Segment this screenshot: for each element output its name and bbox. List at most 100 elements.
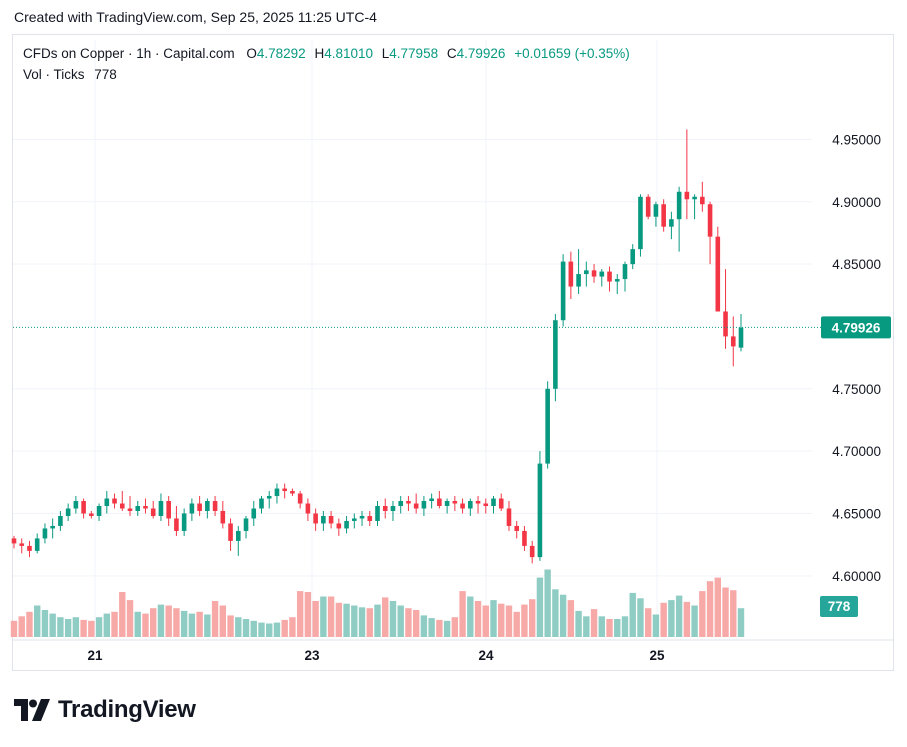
volume-bar — [235, 617, 242, 637]
candle-body — [645, 196, 651, 217]
candle-body — [96, 506, 102, 516]
open-label: O — [246, 46, 257, 61]
last-price-label: 4.79926 — [832, 320, 881, 335]
candle-body — [104, 498, 110, 506]
candle-body — [452, 501, 458, 504]
candle-body — [584, 270, 589, 275]
candle-body — [421, 501, 427, 509]
volume-bar — [575, 610, 582, 637]
candle-body — [305, 503, 311, 514]
grid-lines — [13, 40, 812, 640]
volume-bar — [227, 615, 234, 637]
candle-body — [475, 501, 481, 504]
volume-bar — [18, 616, 25, 637]
volume-bar — [590, 609, 598, 637]
volume-bars — [10, 569, 745, 637]
candle-body — [11, 538, 17, 544]
candle-body — [483, 503, 489, 506]
volume-bar — [675, 595, 683, 637]
candle-body — [235, 530, 241, 541]
volume-bar — [474, 601, 482, 637]
low-label: L — [381, 46, 390, 61]
volume-bar — [34, 605, 41, 637]
volume-bar — [41, 610, 49, 637]
time-tick-label: 24 — [478, 648, 494, 663]
volume-bar — [320, 596, 327, 637]
volume-bar — [490, 600, 497, 637]
volume-bar — [304, 592, 312, 637]
candle-body — [684, 191, 690, 200]
close-value: 4.79926 — [456, 46, 506, 61]
candle-body — [491, 498, 496, 506]
candle-body — [375, 506, 380, 521]
candle-body — [529, 545, 535, 558]
candle-body — [266, 496, 272, 499]
volume-bar — [598, 616, 605, 637]
price-tick-label: 4.60000 — [832, 569, 881, 584]
tradingview-logo-icon — [14, 699, 50, 721]
volume-bar — [250, 620, 257, 637]
last-price-badge — [821, 316, 891, 339]
candle-body — [158, 501, 164, 516]
chart-caption: Created with TradingView.com, Sep 25, 20… — [14, 9, 377, 25]
candle-body — [723, 311, 728, 337]
volume-bar — [374, 604, 381, 637]
candle-body — [119, 503, 125, 509]
time-tick-label: 21 — [87, 648, 103, 663]
volume-bar — [119, 592, 126, 637]
candle-body — [468, 501, 473, 509]
candle-body — [545, 388, 550, 464]
volume-bar — [459, 591, 466, 637]
candle-body — [19, 543, 25, 546]
candle-body — [607, 271, 612, 282]
chart-frame[interactable] — [12, 34, 894, 671]
volume-bar — [614, 619, 621, 637]
candle-body — [243, 518, 249, 531]
volume-bar — [513, 611, 520, 637]
candle-body — [42, 528, 48, 539]
candle-body — [738, 327, 744, 348]
volume-bar — [188, 613, 196, 637]
volume-bar — [281, 619, 288, 637]
candle-body — [560, 261, 566, 321]
volume-bar — [173, 608, 180, 637]
time-axis: 21 23 24 25 — [13, 639, 893, 663]
volume-bar — [134, 611, 141, 637]
candle-body — [259, 498, 264, 509]
candle-body — [599, 271, 605, 277]
volume-bar — [652, 614, 660, 637]
candle-body — [553, 320, 558, 389]
volume-bar — [397, 605, 404, 637]
volume-bar — [327, 596, 335, 637]
candle-body — [58, 515, 63, 526]
volume-bar — [722, 587, 729, 637]
candle-body — [444, 501, 450, 506]
volume-bar — [420, 615, 428, 637]
volume-bar — [451, 617, 459, 637]
time-tick-label: 23 — [304, 648, 320, 663]
candle-body — [460, 503, 465, 509]
candle-body — [614, 279, 620, 282]
volume-bar — [498, 603, 505, 637]
volume-bar — [536, 577, 544, 637]
candle-body — [220, 510, 226, 524]
candle-body — [197, 503, 202, 511]
candle-body — [591, 270, 597, 277]
volume-bar — [621, 616, 629, 637]
volume-bar — [436, 619, 443, 637]
candle-body — [669, 219, 674, 227]
volume-legend: Vol · Ticks 778 — [23, 67, 117, 82]
candle-body — [630, 249, 636, 265]
last-price-marker: 4.79926 778 — [13, 316, 891, 617]
volume-bar — [88, 620, 95, 637]
volume-bar — [412, 610, 420, 637]
tradingview-logo[interactable]: TradingView — [14, 696, 196, 724]
candle-body — [34, 538, 40, 551]
volume-value: 778 — [94, 67, 117, 82]
open-value: 4.78292 — [256, 46, 306, 61]
candle-body — [638, 196, 643, 250]
volume-bar — [180, 610, 188, 637]
candle-body — [50, 525, 55, 529]
candle-body — [398, 501, 404, 506]
